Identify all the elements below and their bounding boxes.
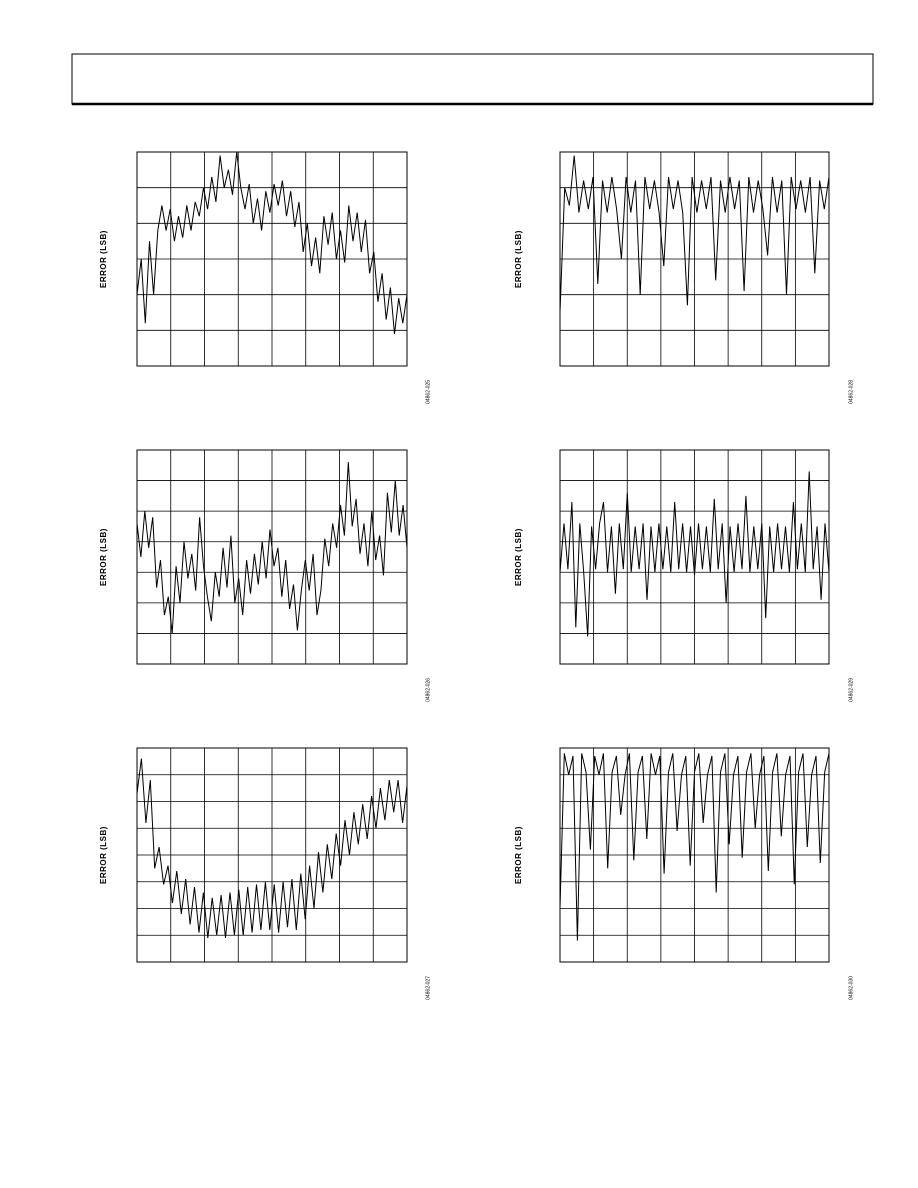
header-box	[71, 53, 874, 105]
y-axis-label: ERROR (LSB)	[514, 230, 523, 288]
figure-id: 04862-029	[848, 678, 854, 702]
y-axis-label: ERROR (LSB)	[99, 528, 108, 586]
error-trace	[136, 151, 408, 334]
y-axis-label: ERROR (LSB)	[99, 826, 108, 884]
y-axis-label: ERROR (LSB)	[514, 826, 523, 884]
error-trace	[136, 758, 408, 938]
figure-id: 04862-026	[425, 678, 431, 702]
error-trace	[559, 471, 830, 637]
figure-id: 04862-030	[848, 976, 854, 1000]
error-trace	[136, 462, 408, 634]
error-trace	[559, 155, 830, 313]
plot-frame	[136, 747, 408, 963]
plot-frame	[559, 747, 830, 963]
figure-id: 04862-028	[848, 380, 854, 404]
figure-id: 04862-025	[425, 380, 431, 404]
y-axis-label: ERROR (LSB)	[99, 230, 108, 288]
figure-id: 04862-027	[425, 976, 431, 1000]
plot-frame	[559, 449, 830, 665]
error-trace	[559, 753, 830, 941]
plot-frame	[136, 449, 408, 665]
plot-frame	[136, 151, 408, 367]
plot-frame	[559, 151, 830, 367]
y-axis-label: ERROR (LSB)	[514, 528, 523, 586]
